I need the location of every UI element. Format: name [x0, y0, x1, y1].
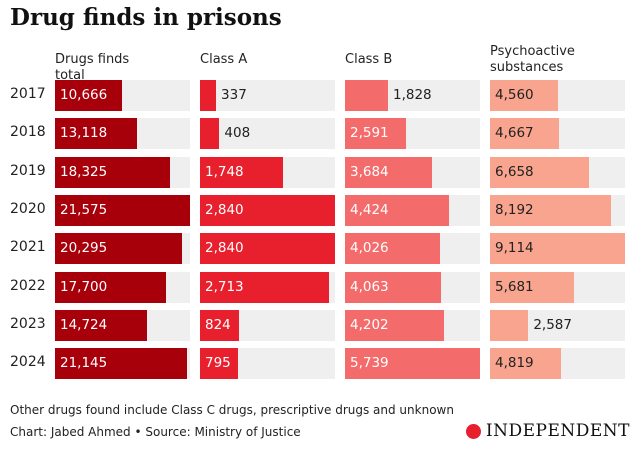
- year-label: 2019: [10, 162, 46, 179]
- value-label: 20,295: [60, 240, 108, 257]
- bar: [345, 80, 388, 111]
- year-label: 2024: [10, 354, 46, 371]
- value-label: 4,819: [495, 355, 534, 372]
- year-label: 2022: [10, 277, 46, 294]
- bar: [55, 194, 190, 226]
- bar: [345, 194, 450, 226]
- bar: [200, 309, 240, 341]
- bar: [55, 233, 182, 265]
- column-header: Psychoactive substances: [490, 44, 575, 75]
- logo: INDEPENDENT: [465, 421, 630, 441]
- bar: [345, 348, 480, 380]
- bar-background: [200, 80, 335, 111]
- value-label: 4,202: [350, 316, 389, 333]
- bar: [55, 271, 166, 303]
- bar: [55, 156, 170, 188]
- bar: [55, 309, 148, 341]
- bar: [200, 271, 329, 303]
- bar: [345, 118, 406, 150]
- bar: [490, 309, 529, 341]
- value-label: 5,739: [350, 355, 389, 372]
- value-label: 1,748: [205, 163, 244, 180]
- bar: [490, 271, 575, 303]
- value-label: 10,666: [60, 87, 108, 103]
- value-label: 4,424: [350, 201, 389, 218]
- value-label: 2,591: [350, 125, 389, 142]
- value-label: 8,192: [495, 201, 534, 218]
- bar: [55, 348, 188, 380]
- value-label: 824: [205, 316, 231, 333]
- value-label: 2,587: [533, 316, 572, 333]
- value-label: 6,658: [495, 163, 534, 180]
- logo-icon: [465, 423, 481, 439]
- year-label: 2017: [10, 86, 46, 102]
- value-label: 2,840: [205, 240, 244, 257]
- note: Other drugs found include Class C drugs,…: [10, 403, 454, 417]
- logo-text: INDEPENDENT: [485, 421, 630, 441]
- value-label: 18,325: [60, 163, 108, 180]
- bar-background: [200, 118, 335, 150]
- year-label: 2020: [10, 200, 46, 217]
- column-header: Class A: [200, 52, 248, 67]
- value-label: 21,145: [60, 355, 108, 372]
- bar: [200, 118, 220, 150]
- bar: [200, 194, 335, 226]
- value-label: 1,828: [393, 87, 432, 103]
- bar: [490, 80, 558, 111]
- chart-title: Drug finds in prisons: [10, 4, 282, 31]
- value-label: 5,681: [495, 278, 534, 295]
- bar: [490, 194, 612, 226]
- bar: [200, 156, 284, 188]
- value-label: 795: [205, 355, 231, 372]
- year-label: 2021: [10, 239, 46, 256]
- value-label: 408: [224, 125, 251, 142]
- value-label: 4,667: [495, 125, 534, 142]
- bar: [200, 233, 335, 265]
- credit: Chart: Jabed Ahmed • Source: Ministry of…: [10, 425, 301, 439]
- bar: [490, 118, 560, 150]
- bar: [345, 156, 432, 188]
- value-label: 2,840: [205, 201, 244, 218]
- value-label: 9,114: [495, 240, 534, 257]
- bar: [345, 271, 441, 303]
- year-label: 2018: [10, 124, 46, 141]
- value-label: 4,560: [495, 87, 534, 103]
- bar: [55, 118, 138, 150]
- value-label: 337: [221, 87, 247, 103]
- value-label: 3,684: [350, 163, 389, 180]
- value-label: 4,063: [350, 278, 389, 295]
- value-label: 13,118: [60, 125, 108, 142]
- bar: [200, 80, 217, 111]
- bar: [55, 80, 122, 111]
- value-label: 21,575: [60, 201, 108, 218]
- bar: [490, 348, 562, 380]
- bar: [490, 233, 625, 265]
- bar: [490, 156, 589, 188]
- year-label: 2023: [10, 315, 46, 332]
- column-header: Class B: [345, 52, 393, 67]
- value-label: 17,700: [60, 278, 108, 295]
- value-label: 2,713: [205, 278, 244, 295]
- value-label: 4,026: [350, 240, 389, 257]
- bar: [345, 233, 440, 265]
- bar: [345, 309, 444, 341]
- column-header: Drugs finds total: [55, 52, 130, 83]
- value-label: 14,724: [60, 316, 108, 333]
- bar: [200, 348, 238, 380]
